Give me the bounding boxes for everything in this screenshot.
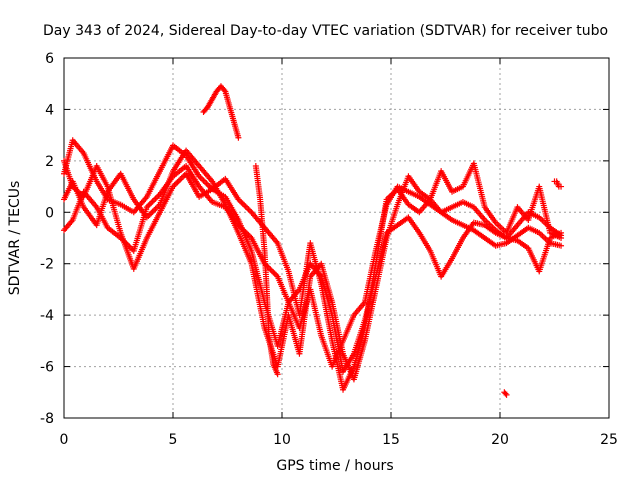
- plot-frame: [63, 57, 610, 419]
- data-point: [178, 175, 185, 181]
- data-point: [146, 201, 153, 208]
- data-point: [241, 202, 248, 209]
- data-point: [242, 203, 249, 210]
- data-point: [149, 208, 156, 215]
- data-point: [238, 199, 245, 206]
- data-point: [558, 235, 565, 241]
- data-point: [154, 204, 161, 211]
- data-point: [175, 177, 182, 184]
- data-point: [148, 199, 155, 206]
- data-point: [247, 207, 254, 214]
- data-point: [146, 211, 153, 218]
- y-tick-label: 0: [45, 205, 54, 221]
- x-axis-label: GPS time / hours: [276, 458, 393, 474]
- axis-ticks: [63, 57, 610, 419]
- data-point: [148, 210, 155, 217]
- y-tick-label: -8: [40, 411, 54, 427]
- data-point: [152, 195, 159, 202]
- y-tick-labels: -8 -6 -4 -2 0 2 4 6: [40, 51, 54, 427]
- y-tick-label: 6: [45, 51, 54, 67]
- data-point: [151, 207, 158, 214]
- data-point: [244, 205, 251, 211]
- data-point: [152, 205, 159, 212]
- y-tick-label: -2: [40, 257, 54, 273]
- y-tick-label: -6: [40, 360, 54, 376]
- data-point: [174, 179, 181, 186]
- data-point: [270, 269, 277, 276]
- data-point: [200, 177, 207, 184]
- data-point: [151, 197, 158, 203]
- data-point: [558, 183, 565, 190]
- x-tick-label: 10: [273, 432, 291, 448]
- data-point: [127, 245, 134, 251]
- x-tick-label: 5: [169, 432, 178, 448]
- data-point: [503, 391, 510, 398]
- x-tick-label: 0: [60, 432, 69, 448]
- x-tick-label: 20: [491, 432, 509, 448]
- chart-title: Day 343 of 2024, Sidereal Day-to-day VTE…: [43, 23, 608, 39]
- data-point: [268, 267, 275, 274]
- data-point: [558, 229, 565, 236]
- data-points: [61, 83, 565, 398]
- x-tick-label: 25: [600, 432, 618, 448]
- data-point: [239, 200, 246, 207]
- y-tick-label: 2: [45, 154, 54, 170]
- data-point: [203, 180, 210, 187]
- data-point: [502, 390, 509, 397]
- data-point: [201, 179, 208, 185]
- data-point: [558, 242, 565, 249]
- data-point: [204, 181, 211, 188]
- data-point: [271, 270, 278, 277]
- data-point: [221, 87, 228, 94]
- data-point: [199, 176, 206, 183]
- data-point: [235, 134, 242, 141]
- y-tick-label: -4: [40, 308, 54, 324]
- data-point: [274, 371, 281, 378]
- x-tick-labels: 0 5 10 15 20 25: [60, 432, 618, 448]
- data-point: [180, 173, 187, 180]
- data-point: [245, 206, 252, 213]
- data-point: [154, 194, 161, 201]
- x-tick-label: 15: [382, 432, 400, 448]
- data-point: [172, 180, 179, 187]
- data-point: [267, 266, 274, 273]
- data-point: [177, 176, 184, 183]
- data-point: [149, 198, 156, 205]
- y-tick-label: 4: [45, 102, 54, 118]
- y-axis-label: SDTVAR / TECUs: [7, 181, 23, 296]
